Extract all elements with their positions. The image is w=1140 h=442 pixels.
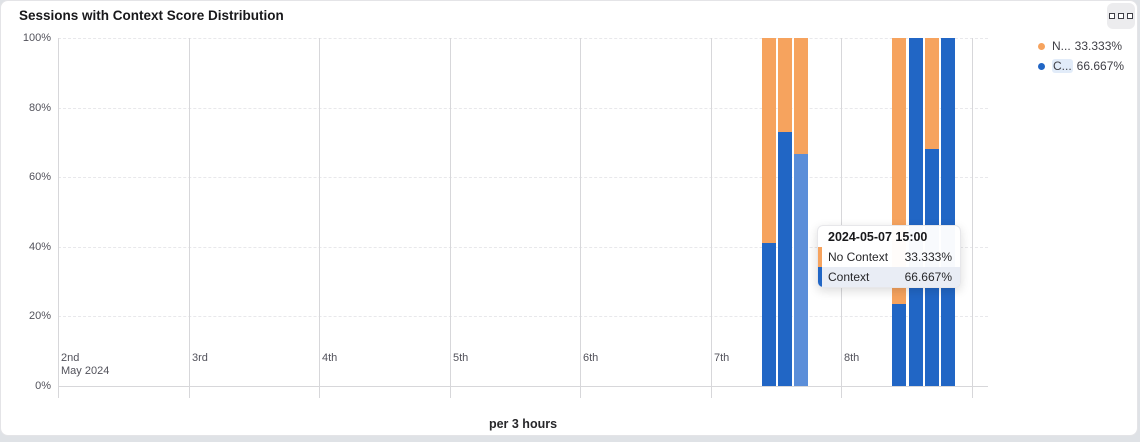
y-axis-tick-label: 80% bbox=[28, 101, 51, 114]
stacked-bar-2024-05-07-09:00[interactable] bbox=[762, 38, 776, 386]
panel-title: Sessions with Context Score Distribution bbox=[19, 8, 284, 23]
tooltip-series-label: Context bbox=[828, 270, 870, 284]
vertical-gridline bbox=[972, 38, 973, 398]
x-axis-title: per 3 hours bbox=[488, 417, 558, 431]
x-axis-line bbox=[58, 386, 988, 387]
horizontal-gridline bbox=[58, 246, 988, 248]
legend-marker-no-context-icon bbox=[1038, 42, 1045, 50]
stacked-bar-2024-05-08-12:00[interactable] bbox=[909, 38, 923, 386]
x-axis-tick-label: 3rd bbox=[192, 352, 208, 364]
x-axis-month-label: May 2024 bbox=[61, 365, 110, 377]
y-axis-tick-label: 100% bbox=[22, 32, 51, 44]
segment-no-context bbox=[794, 38, 808, 154]
menu-squares-icon bbox=[1109, 13, 1115, 19]
tooltip-row-no-context: No Context 33.333% bbox=[818, 247, 960, 267]
tooltip-series-label: No Context bbox=[828, 250, 889, 264]
vertical-gridline bbox=[319, 38, 320, 398]
legend-label: C... bbox=[1052, 59, 1073, 73]
y-axis-tick-label: 20% bbox=[28, 310, 51, 323]
tooltip-color-strip bbox=[818, 247, 822, 267]
segment-no-context bbox=[762, 38, 776, 244]
vertical-gridline bbox=[580, 38, 581, 398]
legend-item-no-context[interactable]: N... 33.333% bbox=[1038, 36, 1124, 56]
stacked-bar-2024-05-08-18:00[interactable] bbox=[941, 38, 955, 386]
tooltip-series-value: 33.333% bbox=[904, 250, 952, 264]
vertical-gridline bbox=[711, 38, 712, 398]
menu-squares-icon bbox=[1127, 13, 1133, 19]
tooltip-row-context: Context 66.667% bbox=[818, 267, 960, 287]
stacked-bar-2024-05-08-09:00[interactable] bbox=[892, 38, 906, 386]
y-axis-tick-label: 60% bbox=[28, 171, 51, 184]
hover-tooltip: 2024-05-07 15:00 No Context 33.333% Cont… bbox=[817, 225, 961, 288]
horizontal-gridline bbox=[58, 38, 988, 39]
y-axis-tick-label: 0% bbox=[35, 380, 51, 392]
stacked-bar-2024-05-07-12:00[interactable] bbox=[778, 38, 792, 386]
legend-value: 33.333% bbox=[1074, 39, 1123, 53]
x-axis-tick-label: 4th bbox=[322, 352, 338, 364]
plot-area: 100% 80% 60% 40% 20% 0% bbox=[23, 32, 988, 398]
vertical-gridline bbox=[841, 38, 842, 398]
vertical-gridline bbox=[58, 38, 59, 398]
y-axis-tick-label: 40% bbox=[28, 240, 51, 253]
x-axis-tick-label: 2nd May 2024 bbox=[61, 352, 110, 377]
vertical-gridline bbox=[189, 38, 190, 398]
legend: N... 33.333% C... 66.667% bbox=[1038, 36, 1124, 76]
x-axis-tick-label: 7th bbox=[714, 352, 730, 364]
tooltip-color-strip bbox=[818, 267, 822, 287]
vertical-gridline bbox=[450, 38, 451, 398]
tooltip-timestamp: 2024-05-07 15:00 bbox=[828, 230, 928, 244]
horizontal-gridline bbox=[58, 107, 988, 109]
x-axis-tick-label: 5th bbox=[453, 352, 469, 364]
segment-context bbox=[941, 38, 955, 386]
legend-marker-context-icon bbox=[1038, 62, 1045, 70]
legend-value: 66.667% bbox=[1076, 59, 1125, 73]
stacked-bar-2024-05-08-15:00[interactable] bbox=[925, 38, 939, 386]
segment-no-context bbox=[778, 38, 792, 132]
legend-label: N... bbox=[1052, 39, 1071, 53]
x-axis-tick-label: 8th bbox=[844, 352, 860, 364]
segment-no-context bbox=[925, 38, 939, 150]
horizontal-gridline bbox=[58, 316, 988, 318]
segment-context bbox=[794, 153, 808, 386]
horizontal-gridline bbox=[58, 177, 988, 179]
segment-context bbox=[909, 38, 923, 386]
segment-context bbox=[778, 131, 792, 386]
segment-context bbox=[762, 243, 776, 386]
panel-menu-button[interactable] bbox=[1107, 3, 1135, 29]
x-axis-tick-label: 6th bbox=[583, 352, 599, 364]
legend-item-context[interactable]: C... 66.667% bbox=[1038, 56, 1124, 76]
menu-squares-icon bbox=[1118, 13, 1124, 19]
stacked-bar-2024-05-07-15:00[interactable] bbox=[794, 38, 808, 386]
segment-context bbox=[892, 304, 906, 386]
tooltip-series-value: 66.667% bbox=[904, 270, 952, 284]
